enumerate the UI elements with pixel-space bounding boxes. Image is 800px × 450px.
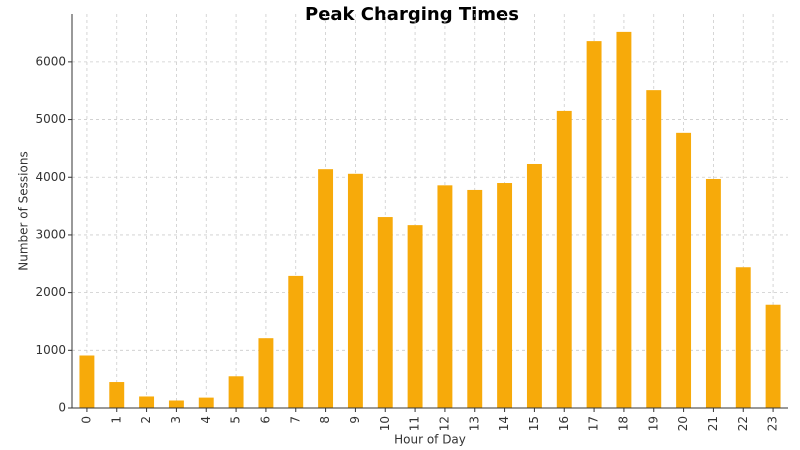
bar <box>646 90 662 408</box>
x-tick-label: 8 <box>318 416 332 424</box>
bar <box>228 376 244 408</box>
bar <box>288 275 304 408</box>
x-tick-label: 20 <box>676 416 690 431</box>
x-tick-label: 13 <box>467 416 481 431</box>
x-tick-label: 4 <box>199 416 213 424</box>
x-tick-label: 10 <box>378 416 392 431</box>
x-tick-label: 5 <box>229 416 243 424</box>
bar <box>437 185 453 408</box>
y-tick-label: 0 <box>58 401 66 415</box>
bar <box>497 183 513 408</box>
bar <box>198 397 214 408</box>
bar <box>676 132 692 409</box>
bar <box>586 41 602 409</box>
x-tick-label: 6 <box>258 416 272 424</box>
bar <box>139 396 155 408</box>
x-tick-label: 11 <box>408 416 422 431</box>
bar <box>168 400 184 408</box>
x-axis-label: Hour of Day <box>394 433 466 447</box>
x-tick-label: 21 <box>706 416 720 431</box>
x-tick-label: 22 <box>736 416 750 431</box>
bar <box>616 31 632 408</box>
chart-title: Peak Charging Times <box>305 4 519 25</box>
y-axis-label: Number of Sessions <box>17 151 31 270</box>
y-tick-label: 3000 <box>35 227 66 241</box>
x-tick-label: 3 <box>169 416 183 424</box>
bar <box>79 355 95 408</box>
y-tick-label: 1000 <box>35 343 66 357</box>
bar <box>705 178 721 408</box>
bar <box>407 225 423 408</box>
bar <box>347 173 363 408</box>
x-tick-label: 1 <box>109 416 123 424</box>
bar <box>526 163 542 408</box>
x-tick-label: 0 <box>79 416 93 424</box>
y-tick-label: 4000 <box>35 170 66 184</box>
bar <box>556 110 572 408</box>
bar <box>109 382 125 408</box>
x-tick-label: 19 <box>646 416 660 431</box>
x-tick-label: 12 <box>437 416 451 431</box>
y-tick-label: 2000 <box>35 285 66 299</box>
bar <box>765 304 781 408</box>
bar <box>735 267 751 408</box>
x-tick-label: 16 <box>557 416 571 431</box>
bar <box>467 189 483 408</box>
x-tick-label: 15 <box>527 416 541 431</box>
y-tick-label: 5000 <box>35 112 66 126</box>
x-tick-label: 2 <box>139 416 153 424</box>
bar <box>258 338 274 408</box>
bar <box>318 169 334 408</box>
y-tick-label: 6000 <box>35 54 66 68</box>
x-tick-label: 18 <box>616 416 630 431</box>
x-tick-label: 23 <box>766 416 780 431</box>
x-tick-label: 7 <box>288 416 302 424</box>
x-tick-label: 14 <box>497 416 511 431</box>
bar <box>377 217 393 408</box>
x-tick-label: 17 <box>587 416 601 431</box>
x-tick-label: 9 <box>348 416 362 424</box>
